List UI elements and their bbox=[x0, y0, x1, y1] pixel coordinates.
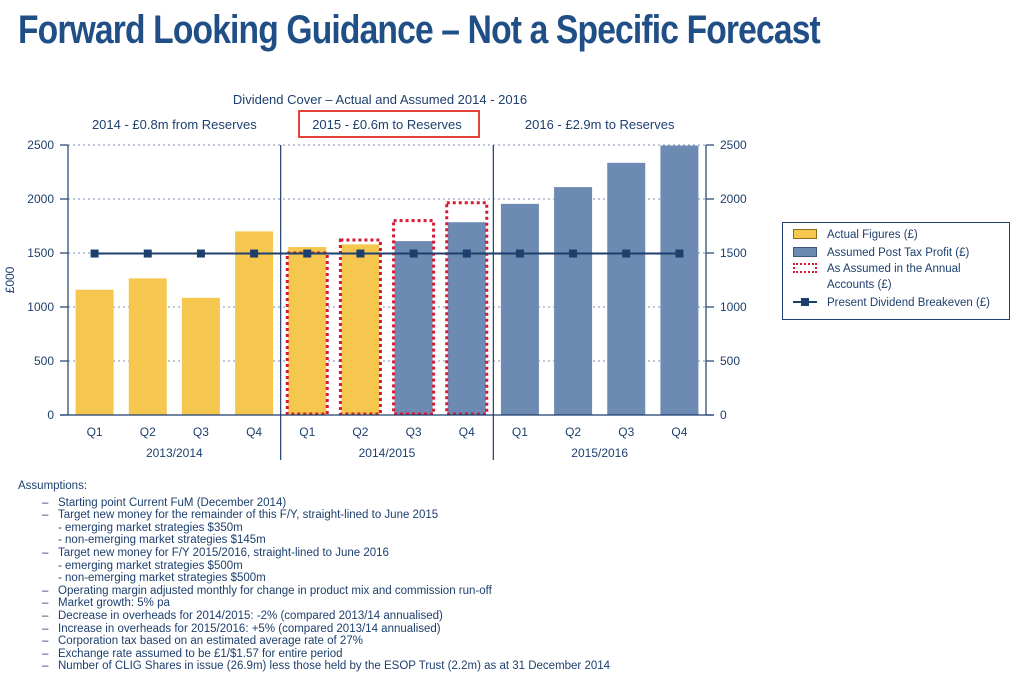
y-tick-label-right: 2500 bbox=[720, 138, 747, 152]
chart-legend: Actual Figures (£) Assumed Post Tax Profi… bbox=[782, 222, 1010, 320]
highlight-box bbox=[298, 110, 480, 138]
y-tick-label-left: 2000 bbox=[27, 192, 54, 206]
breakeven-point bbox=[250, 249, 259, 258]
y-tick-label-right: 0 bbox=[720, 408, 727, 422]
x-tick-label: Q4 bbox=[459, 425, 475, 439]
bar bbox=[75, 289, 114, 415]
bar bbox=[128, 278, 167, 415]
assumption-item: Operating margin adjusted monthly for ch… bbox=[18, 585, 610, 598]
legend-swatch-assumed bbox=[793, 247, 817, 257]
legend-swatch-actual bbox=[793, 229, 817, 239]
x-tick-label: Q2 bbox=[565, 425, 581, 439]
assumption-subitem: - emerging market strategies $350m bbox=[58, 521, 243, 534]
assumed-outline-bar bbox=[338, 238, 382, 416]
breakeven-point bbox=[303, 249, 312, 258]
assumed-outline-bar bbox=[445, 201, 489, 416]
assumption-item: Starting point Current FuM (December 201… bbox=[18, 497, 610, 510]
assumption-item: Exchange rate assumed to be £1/$1.57 for… bbox=[18, 648, 610, 661]
x-group-label: 2013/2014 bbox=[146, 446, 203, 460]
legend-label: As Assumed in the Annual Accounts (£) bbox=[827, 263, 961, 291]
assumptions-heading: Assumptions: bbox=[18, 480, 88, 492]
y-tick-label-left: 1000 bbox=[27, 300, 54, 314]
breakeven-point bbox=[462, 249, 471, 258]
page-title: Forward Looking Guidance – Not a Specifi… bbox=[18, 8, 821, 52]
assumption-item: Number of CLIG Shares in issue (26.9m) l… bbox=[18, 660, 610, 673]
y-tick-label-left: 0 bbox=[47, 408, 54, 422]
x-tick-label: Q3 bbox=[193, 425, 209, 439]
assumption-item: Increase in overheads for 2015/2016: +5%… bbox=[18, 623, 610, 636]
y-tick-label-left: 500 bbox=[34, 354, 54, 368]
breakeven-point bbox=[622, 249, 631, 258]
x-tick-label: Q3 bbox=[406, 425, 422, 439]
assumption-subitem: - non-emerging market strategies $145m bbox=[58, 534, 266, 547]
group-header: 2014 - £0.8m from Reserves bbox=[92, 117, 257, 132]
x-tick-label: Q1 bbox=[87, 425, 103, 439]
assumptions-list: Starting point Current FuM (December 201… bbox=[18, 497, 610, 673]
assumed-outline-bar bbox=[392, 219, 436, 416]
legend-label: Present Dividend Breakeven (£) bbox=[827, 297, 990, 309]
assumption-item: Market growth: 5% pa bbox=[18, 597, 610, 610]
breakeven-point bbox=[143, 249, 152, 258]
x-tick-label: Q1 bbox=[512, 425, 528, 439]
x-group-label: 2014/2015 bbox=[359, 446, 416, 460]
x-tick-label: Q1 bbox=[299, 425, 315, 439]
bar bbox=[181, 297, 220, 415]
x-tick-label: Q2 bbox=[352, 425, 368, 439]
x-tick-label: Q3 bbox=[618, 425, 634, 439]
x-tick-label: Q2 bbox=[140, 425, 156, 439]
legend-label: Actual Figures (£) bbox=[827, 229, 918, 241]
breakeven-point bbox=[90, 249, 99, 258]
bar bbox=[607, 162, 646, 415]
legend-item: As Assumed in the Annual Accounts (£) bbox=[793, 261, 987, 293]
assumption-subitem: - non-emerging market strategies $500m bbox=[58, 572, 266, 585]
chart-title: Dividend Cover – Actual and Assumed 2014… bbox=[233, 92, 527, 107]
y-tick-label-right: 1500 bbox=[720, 246, 747, 260]
legend-label: Assumed Post Tax Profit (£) bbox=[827, 247, 970, 259]
legend-item: Actual Figures (£) bbox=[793, 227, 918, 243]
y-tick-label-right: 2000 bbox=[720, 192, 747, 206]
x-tick-label: Q4 bbox=[671, 425, 687, 439]
dividend-cover-chart: Dividend Cover – Actual and Assumed 2014… bbox=[3, 92, 747, 460]
y-axis-label: £000 bbox=[3, 266, 17, 293]
bar bbox=[235, 231, 274, 415]
y-tick-label-left: 2500 bbox=[27, 138, 54, 152]
breakeven-point bbox=[356, 249, 365, 258]
assumption-item: Decrease in overheads for 2014/2015: -2%… bbox=[18, 610, 610, 623]
breakeven-point bbox=[196, 249, 205, 258]
breakeven-point bbox=[569, 249, 578, 258]
bar bbox=[554, 187, 593, 415]
group-header: 2016 - £2.9m to Reserves bbox=[525, 117, 675, 132]
y-tick-label-right: 500 bbox=[720, 354, 740, 368]
assumptions-section: Assumptions: Starting point Current FuM … bbox=[18, 480, 610, 673]
assumption-subitem: - emerging market strategies $500m bbox=[58, 559, 243, 572]
bar bbox=[660, 145, 699, 415]
y-tick-label-left: 1500 bbox=[27, 246, 54, 260]
bar bbox=[341, 244, 380, 415]
legend-swatch-line bbox=[793, 297, 817, 307]
assumption-item: Target new money for the remainder of th… bbox=[18, 509, 610, 522]
legend-item: Present Dividend Breakeven (£) bbox=[793, 295, 990, 311]
legend-swatch-dotted bbox=[793, 263, 817, 273]
bar bbox=[500, 203, 539, 415]
y-tick-label-right: 1000 bbox=[720, 300, 747, 314]
legend-item: Assumed Post Tax Profit (£) bbox=[793, 245, 969, 261]
breakeven-point bbox=[515, 249, 524, 258]
group-header: 2015 - £0.6m to Reserves bbox=[312, 117, 462, 132]
bar bbox=[394, 241, 433, 415]
assumption-item: Target new money for F/Y 2015/2016, stra… bbox=[18, 547, 610, 560]
x-tick-label: Q4 bbox=[246, 425, 262, 439]
breakeven-point bbox=[675, 249, 684, 258]
breakeven-point bbox=[409, 249, 418, 258]
x-group-label: 2015/2016 bbox=[571, 446, 628, 460]
bar bbox=[288, 247, 327, 415]
assumption-item: Corporation tax based on an estimated av… bbox=[18, 635, 610, 648]
